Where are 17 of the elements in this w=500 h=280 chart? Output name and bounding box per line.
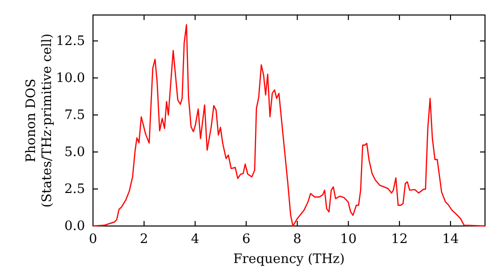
x-tick-label: 4 bbox=[191, 232, 200, 248]
x-tick-label: 14 bbox=[442, 232, 459, 248]
x-axis-title: Frequency (THz) bbox=[233, 252, 345, 267]
y-tick-label: 5.0 bbox=[64, 145, 85, 160]
y-tick-label: 0.0 bbox=[64, 219, 85, 234]
y-tick-label: 10.0 bbox=[56, 71, 85, 86]
x-tick-label: 6 bbox=[242, 232, 250, 248]
y-tick-label: 7.5 bbox=[64, 108, 85, 124]
line-series bbox=[92, 24, 486, 227]
y-axis-title: Phonon DOS (States/THz·primitive cell) bbox=[24, 33, 55, 208]
y-tick-label: 12.5 bbox=[56, 34, 85, 50]
x-tick-label: 12 bbox=[391, 232, 408, 248]
x-tick-label: 0 bbox=[88, 232, 98, 248]
y-tick-label: 2.5 bbox=[64, 182, 85, 198]
x-tick-label: 8 bbox=[293, 232, 302, 248]
x-tick-label: 10 bbox=[340, 232, 357, 248]
x-tick-label: 2 bbox=[140, 232, 148, 248]
